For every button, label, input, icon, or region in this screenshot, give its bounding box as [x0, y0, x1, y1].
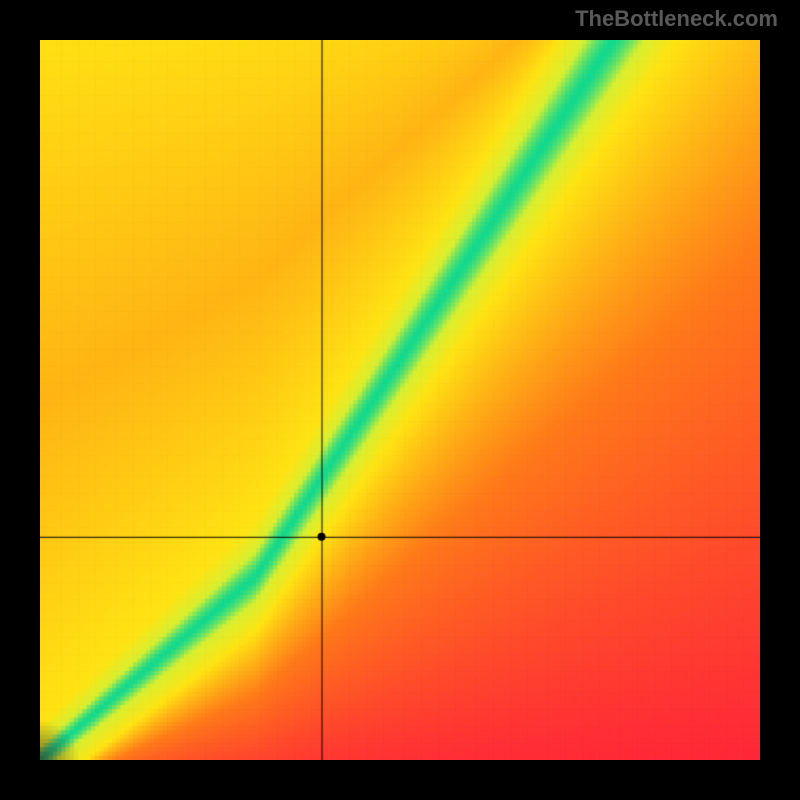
bottleneck-heatmap: [40, 40, 760, 760]
plot-area: [40, 40, 760, 760]
watermark-text: TheBottleneck.com: [575, 6, 778, 32]
figure-container: TheBottleneck.com: [0, 0, 800, 800]
